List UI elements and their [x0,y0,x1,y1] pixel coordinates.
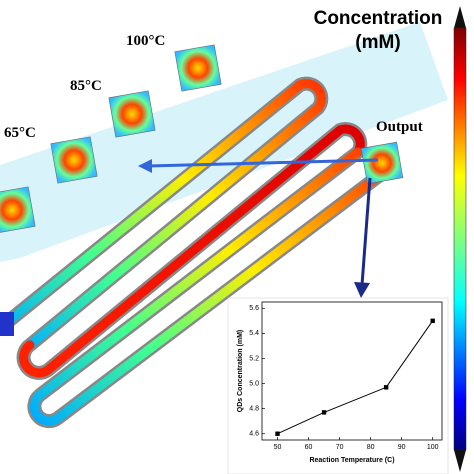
annotation: 100°C [126,33,165,49]
arrow [360,177,372,286]
y-tick-label: 4.8 [249,405,259,412]
inset-chart: 50 60 70 80 90 100 4.6 4.8 5.0 5.2 5.4 5.6 Reaction … [237,301,443,464]
inlet [0,312,14,336]
y-tick-label: 5.6 [249,305,259,312]
channels [3,76,387,429]
colorbar-title: Concentration [314,8,443,29]
x-tick-label: 80 [367,444,375,451]
y-tick-label: 5.4 [249,330,259,337]
x-tick-label: 90 [398,444,406,451]
data-point [383,385,389,390]
colorbar-tip [454,450,466,472]
x-tick-label: 50 [274,444,282,451]
annotation: 65°C [4,125,36,141]
annotation: 85°C [70,78,102,94]
y-axis-label: QDs Concentration (mM) [237,330,244,412]
inset [227,297,449,474]
x-tick-label: 60 [305,444,313,451]
data-point [275,431,280,436]
colorbar-tip [454,6,466,28]
data-point [321,410,327,415]
arrow [147,158,379,168]
arrow-head [138,159,152,173]
colorbar-title: (mM) [355,32,400,53]
x-axis-label: Reaction Temperature (̊C) [309,456,394,464]
reactor-squares [0,44,404,234]
y-tick-label: 5.2 [249,355,259,362]
data-line [277,320,434,435]
colorbar [453,27,467,451]
y-tick-label: 4.6 [249,431,259,438]
x-tick-label: 70 [336,444,344,451]
y-tick-label: 5.0 [249,380,259,387]
plot-frame [261,301,443,441]
data-point [430,318,435,324]
x-tick-label: 100 [427,444,439,451]
arrow-head [354,282,370,298]
annotation: Output [376,119,423,135]
